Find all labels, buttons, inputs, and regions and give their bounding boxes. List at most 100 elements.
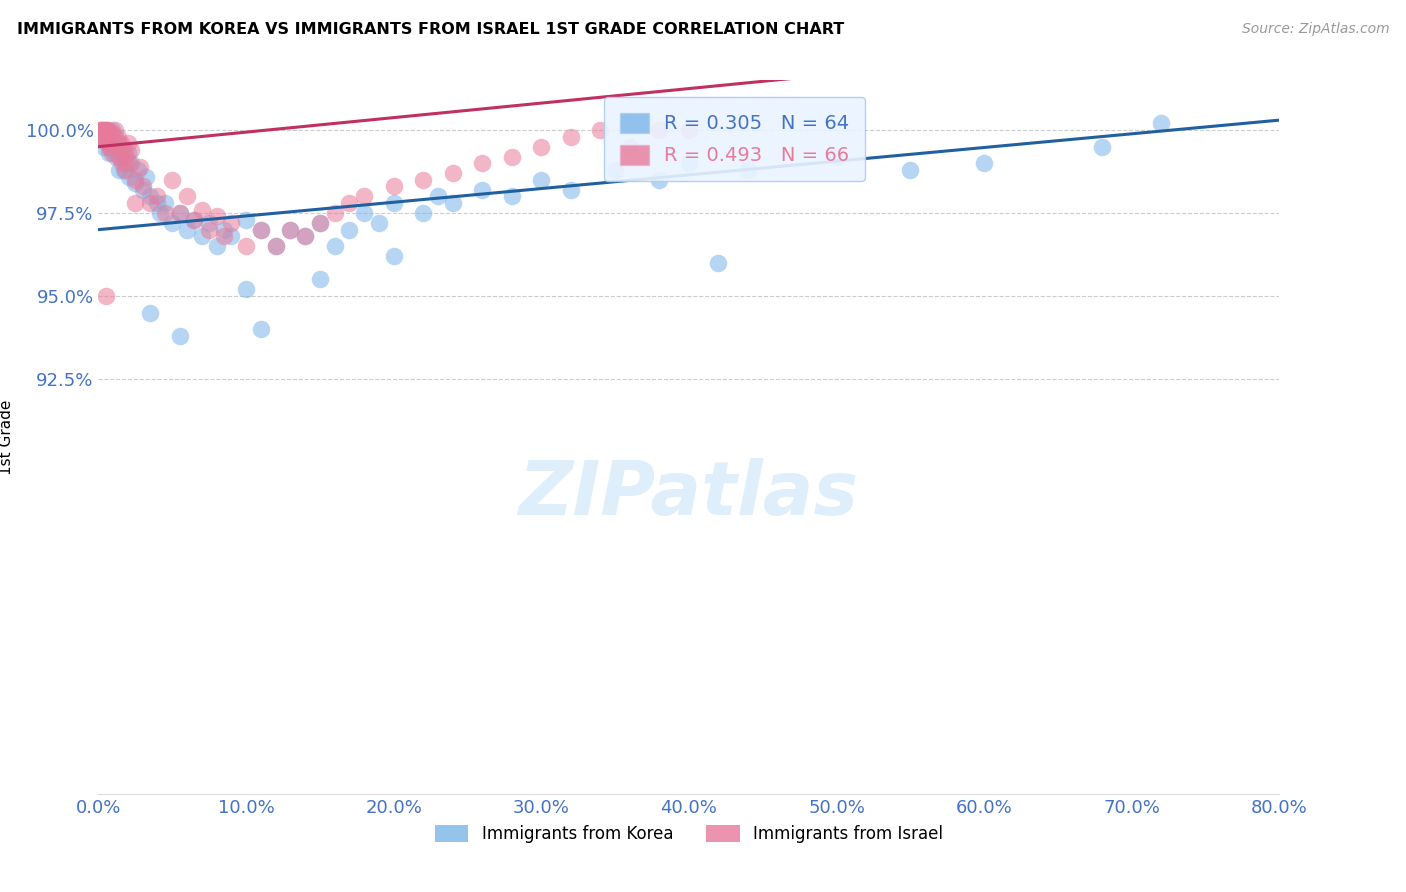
Point — [93, 123, 115, 137]
Point — [98, 129, 121, 144]
Point — [530, 139, 553, 153]
Point — [412, 173, 434, 187]
Point — [382, 196, 405, 211]
Point — [90, 129, 112, 144]
Point — [250, 222, 273, 236]
Point — [382, 179, 405, 194]
Point — [104, 123, 127, 137]
Point — [89, 123, 111, 137]
Point — [1091, 139, 1114, 153]
Point — [139, 305, 162, 319]
Point — [235, 239, 257, 253]
Point — [309, 216, 332, 230]
Point — [107, 136, 129, 151]
Point — [146, 189, 169, 203]
Point — [100, 136, 122, 151]
Point — [678, 156, 700, 170]
Point — [198, 216, 221, 230]
Point — [132, 179, 155, 194]
Point — [191, 202, 214, 217]
Point — [605, 162, 627, 177]
Point — [98, 136, 121, 151]
Point — [169, 329, 191, 343]
Point — [110, 136, 132, 151]
Point — [149, 206, 172, 220]
Point — [100, 123, 122, 137]
Point — [589, 123, 612, 137]
Legend: Immigrants from Korea, Immigrants from Israel: Immigrants from Korea, Immigrants from I… — [429, 818, 949, 850]
Point — [339, 222, 361, 236]
Point — [97, 146, 120, 161]
Point — [250, 322, 273, 336]
Point — [91, 123, 114, 137]
Point — [205, 239, 228, 253]
Point — [183, 212, 205, 227]
Point — [93, 133, 115, 147]
Point — [112, 162, 135, 177]
Point — [353, 189, 375, 203]
Point — [183, 212, 205, 227]
Point — [93, 139, 115, 153]
Point — [162, 173, 183, 187]
Point — [280, 222, 302, 236]
Point — [323, 239, 346, 253]
Point — [412, 206, 434, 220]
Point — [94, 129, 117, 144]
Point — [124, 176, 146, 190]
Point — [619, 139, 641, 153]
Point — [235, 282, 257, 296]
Point — [112, 143, 135, 157]
Point — [973, 156, 995, 170]
Point — [501, 189, 523, 203]
Point — [162, 216, 183, 230]
Point — [560, 129, 582, 144]
Point — [235, 212, 257, 227]
Point — [103, 143, 125, 157]
Text: ZIPatlas: ZIPatlas — [519, 458, 859, 531]
Y-axis label: 1st Grade: 1st Grade — [0, 400, 14, 475]
Point — [91, 123, 114, 137]
Point — [250, 222, 273, 236]
Point — [530, 173, 553, 187]
Point — [135, 169, 157, 184]
Point — [91, 127, 114, 141]
Point — [198, 222, 221, 236]
Point — [221, 229, 243, 244]
Point — [118, 169, 141, 184]
Point — [471, 156, 494, 170]
Point — [221, 216, 243, 230]
Point — [737, 162, 759, 177]
Point — [97, 123, 120, 137]
Point — [90, 123, 112, 137]
Point — [146, 196, 169, 211]
Point — [212, 222, 235, 236]
Point — [368, 216, 391, 230]
Point — [294, 229, 316, 244]
Point — [105, 139, 128, 153]
Point — [105, 150, 128, 164]
Point — [900, 162, 922, 177]
Point — [128, 160, 150, 174]
Point — [111, 139, 134, 153]
Point — [114, 162, 136, 177]
Point — [96, 123, 118, 137]
Text: Source: ZipAtlas.com: Source: ZipAtlas.com — [1241, 22, 1389, 37]
Point — [107, 129, 129, 144]
Text: IMMIGRANTS FROM KOREA VS IMMIGRANTS FROM ISRAEL 1ST GRADE CORRELATION CHART: IMMIGRANTS FROM KOREA VS IMMIGRANTS FROM… — [17, 22, 844, 37]
Point — [169, 206, 191, 220]
Point — [280, 222, 302, 236]
Point — [94, 123, 117, 137]
Point — [127, 162, 149, 177]
Point — [501, 150, 523, 164]
Point — [471, 183, 494, 197]
Point — [648, 123, 671, 137]
Point — [707, 256, 730, 270]
Point — [96, 136, 118, 151]
Point — [176, 189, 198, 203]
Point — [294, 229, 316, 244]
Point — [115, 150, 138, 164]
Point — [114, 156, 136, 170]
Point — [111, 156, 134, 170]
Point — [441, 166, 464, 180]
Point — [153, 206, 176, 220]
